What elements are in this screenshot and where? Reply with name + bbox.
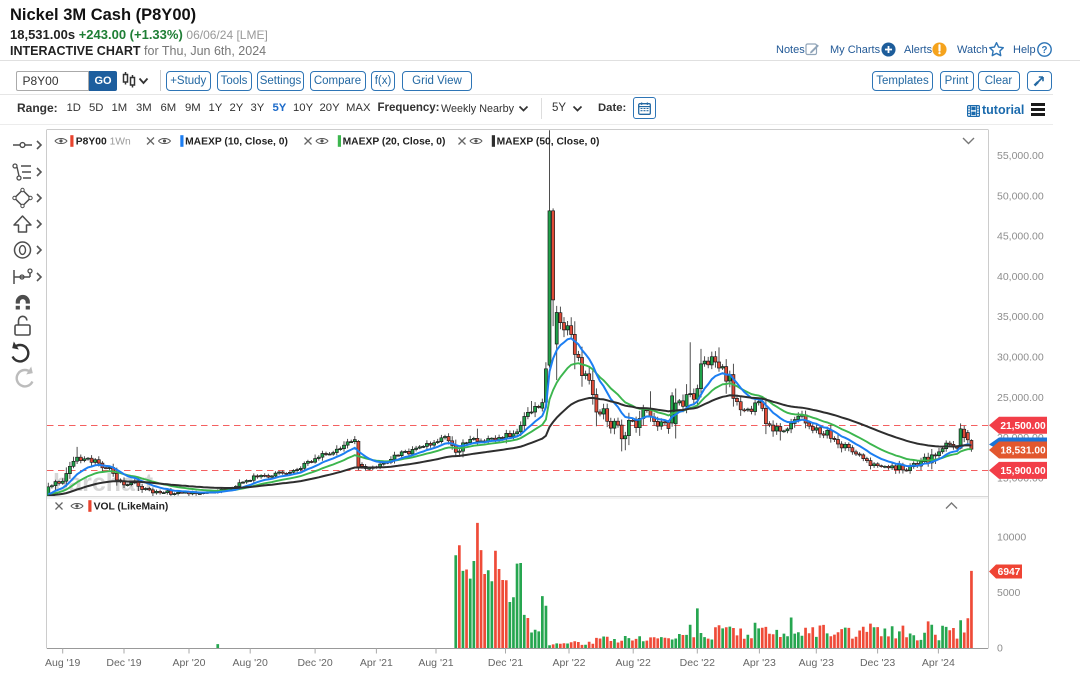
- svg-text:P8Y00 1Wn: P8Y00 1Wn: [76, 137, 134, 148]
- svg-text:Dec '22: Dec '22: [680, 657, 715, 669]
- svg-text:Aug '21: Aug '21: [418, 657, 453, 669]
- svg-text:25,000.00: 25,000.00: [997, 392, 1044, 404]
- svg-text:Aug '19: Aug '19: [45, 657, 80, 669]
- svg-text:MAEXP (20, Close, 0): MAEXP (20, Close, 0): [343, 137, 446, 148]
- svg-text:Aug '20: Aug '20: [233, 657, 268, 669]
- svg-text:6947: 6947: [998, 567, 1021, 578]
- svg-text:Apr '22: Apr '22: [553, 657, 586, 669]
- svg-text:Dec '21: Dec '21: [488, 657, 523, 669]
- svg-text:Aug '22: Aug '22: [616, 657, 651, 669]
- svg-text:VOL (LikeMain): VOL (LikeMain): [94, 502, 169, 513]
- svg-text:MAEXP (10, Close, 0): MAEXP (10, Close, 0): [185, 137, 288, 148]
- svg-text:0: 0: [997, 643, 1003, 655]
- svg-text:Dec '20: Dec '20: [297, 657, 332, 669]
- svg-text:MAEXP (50, Close, 0): MAEXP (50, Close, 0): [497, 137, 600, 148]
- svg-text:45,000.00: 45,000.00: [997, 231, 1044, 243]
- svg-text:5000: 5000: [997, 587, 1021, 599]
- svg-text:Apr '20: Apr '20: [173, 657, 206, 669]
- svg-text:Dec '19: Dec '19: [106, 657, 141, 669]
- svg-text:Apr '24: Apr '24: [922, 657, 955, 669]
- svg-text:50,000.00: 50,000.00: [997, 190, 1044, 202]
- svg-text:21,500.00: 21,500.00: [1000, 421, 1046, 432]
- svg-text:10000: 10000: [997, 532, 1026, 544]
- svg-text:30,000.00: 30,000.00: [997, 352, 1044, 364]
- svg-text:Aug '23: Aug '23: [799, 657, 834, 669]
- svg-text:15,900.00: 15,900.00: [1000, 466, 1046, 477]
- svg-text:?: ?: [1042, 45, 1048, 56]
- svg-text:Apr '21: Apr '21: [360, 657, 393, 669]
- svg-text:35,000.00: 35,000.00: [997, 311, 1044, 323]
- svg-text:Dec '23: Dec '23: [860, 657, 895, 669]
- svg-text:18,531.00: 18,531.00: [1000, 446, 1046, 457]
- svg-text:40,000.00: 40,000.00: [997, 271, 1044, 283]
- svg-text:55,000.00: 55,000.00: [997, 150, 1044, 162]
- svg-text:Apr '23: Apr '23: [743, 657, 776, 669]
